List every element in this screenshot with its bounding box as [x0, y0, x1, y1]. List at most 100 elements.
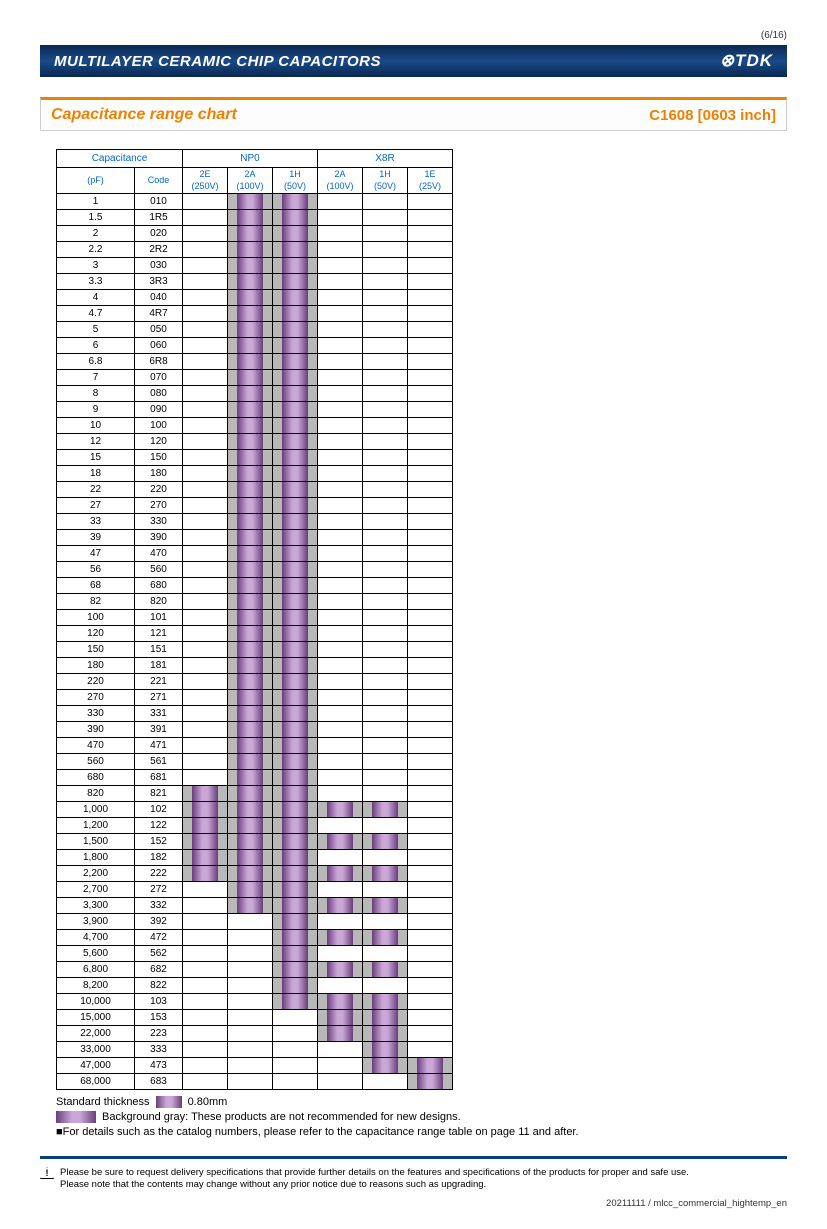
cell-code: 150	[135, 450, 183, 466]
cell-bar	[228, 882, 273, 898]
cell-pf: 47	[57, 546, 135, 562]
cell-pf: 1	[57, 194, 135, 210]
cell-bar	[228, 354, 273, 370]
cell-bar	[363, 402, 408, 418]
cell-bar	[408, 546, 453, 562]
cell-bar	[183, 578, 228, 594]
cell-bar	[408, 290, 453, 306]
cell-bar	[273, 706, 318, 722]
cell-code: 040	[135, 290, 183, 306]
table-row: 100101	[57, 610, 453, 626]
table-row: 47470	[57, 546, 453, 562]
cell-bar	[363, 1058, 408, 1074]
cell-bar	[363, 514, 408, 530]
cell-bar	[318, 642, 363, 658]
cell-bar	[318, 578, 363, 594]
cell-bar	[408, 882, 453, 898]
cell-bar	[408, 722, 453, 738]
cell-bar	[273, 722, 318, 738]
cell-bar	[183, 210, 228, 226]
cell-bar	[273, 530, 318, 546]
cell-bar	[363, 706, 408, 722]
cell-bar	[183, 514, 228, 530]
cell-bar	[363, 786, 408, 802]
cell-bar	[408, 690, 453, 706]
cell-bar	[183, 674, 228, 690]
cell-bar	[318, 770, 363, 786]
table-row: 7070	[57, 370, 453, 386]
th-1h: 1H(50V)	[273, 168, 318, 194]
cell-bar	[318, 738, 363, 754]
cell-bar	[183, 1010, 228, 1026]
cell-pf: 1,500	[57, 834, 135, 850]
cell-bar	[273, 1026, 318, 1042]
cell-bar	[363, 562, 408, 578]
cell-bar	[273, 578, 318, 594]
table-row: 82820	[57, 594, 453, 610]
cell-code: 682	[135, 962, 183, 978]
cell-bar	[363, 738, 408, 754]
cell-pf: 47,000	[57, 1058, 135, 1074]
table-row: 1.51R5	[57, 210, 453, 226]
legend-detail: ■For details such as the catalog numbers…	[56, 1126, 787, 1138]
table-row: 680681	[57, 770, 453, 786]
cell-bar	[318, 882, 363, 898]
table-row: 22,000223	[57, 1026, 453, 1042]
cell-bar	[273, 642, 318, 658]
cell-bar	[228, 738, 273, 754]
cell-code: 121	[135, 626, 183, 642]
cell-bar	[273, 770, 318, 786]
cell-pf: 1,200	[57, 818, 135, 834]
cell-code: 221	[135, 674, 183, 690]
part-series: C1608 [0603 inch]	[649, 107, 776, 124]
cell-bar	[273, 514, 318, 530]
cell-code: 272	[135, 882, 183, 898]
table-row: 68680	[57, 578, 453, 594]
cell-code: 271	[135, 690, 183, 706]
cell-bar	[318, 418, 363, 434]
cell-bar	[228, 530, 273, 546]
cell-bar	[363, 850, 408, 866]
cell-bar	[273, 562, 318, 578]
cell-bar	[183, 482, 228, 498]
cell-pf: 2,700	[57, 882, 135, 898]
cell-pf: 2.2	[57, 242, 135, 258]
cell-code: 270	[135, 498, 183, 514]
cell-pf: 820	[57, 786, 135, 802]
cell-bar	[183, 962, 228, 978]
cell-bar	[318, 290, 363, 306]
cell-bar	[183, 610, 228, 626]
cell-bar	[408, 754, 453, 770]
cell-code: 820	[135, 594, 183, 610]
table-row: 8080	[57, 386, 453, 402]
cell-bar	[363, 610, 408, 626]
cell-code: 6R8	[135, 354, 183, 370]
cell-bar	[318, 754, 363, 770]
cell-pf: 9	[57, 402, 135, 418]
cell-bar	[408, 242, 453, 258]
table-row: 1,800182	[57, 850, 453, 866]
cell-bar	[273, 946, 318, 962]
cell-bar	[408, 786, 453, 802]
cell-bar	[408, 402, 453, 418]
cell-pf: 220	[57, 674, 135, 690]
cell-bar	[318, 674, 363, 690]
table-row: 10100	[57, 418, 453, 434]
cell-bar	[228, 498, 273, 514]
cell-bar	[273, 482, 318, 498]
cell-pf: 1,000	[57, 802, 135, 818]
cell-bar	[318, 562, 363, 578]
cell-pf: 270	[57, 690, 135, 706]
table-row: 39390	[57, 530, 453, 546]
cell-bar	[408, 386, 453, 402]
cell-bar	[408, 322, 453, 338]
cell-bar	[363, 930, 408, 946]
cell-bar	[228, 690, 273, 706]
cell-bar	[228, 258, 273, 274]
cell-code: 101	[135, 610, 183, 626]
cell-bar	[273, 354, 318, 370]
cell-bar	[408, 626, 453, 642]
cell-bar	[228, 802, 273, 818]
table-row: 18180	[57, 466, 453, 482]
cell-bar	[318, 914, 363, 930]
